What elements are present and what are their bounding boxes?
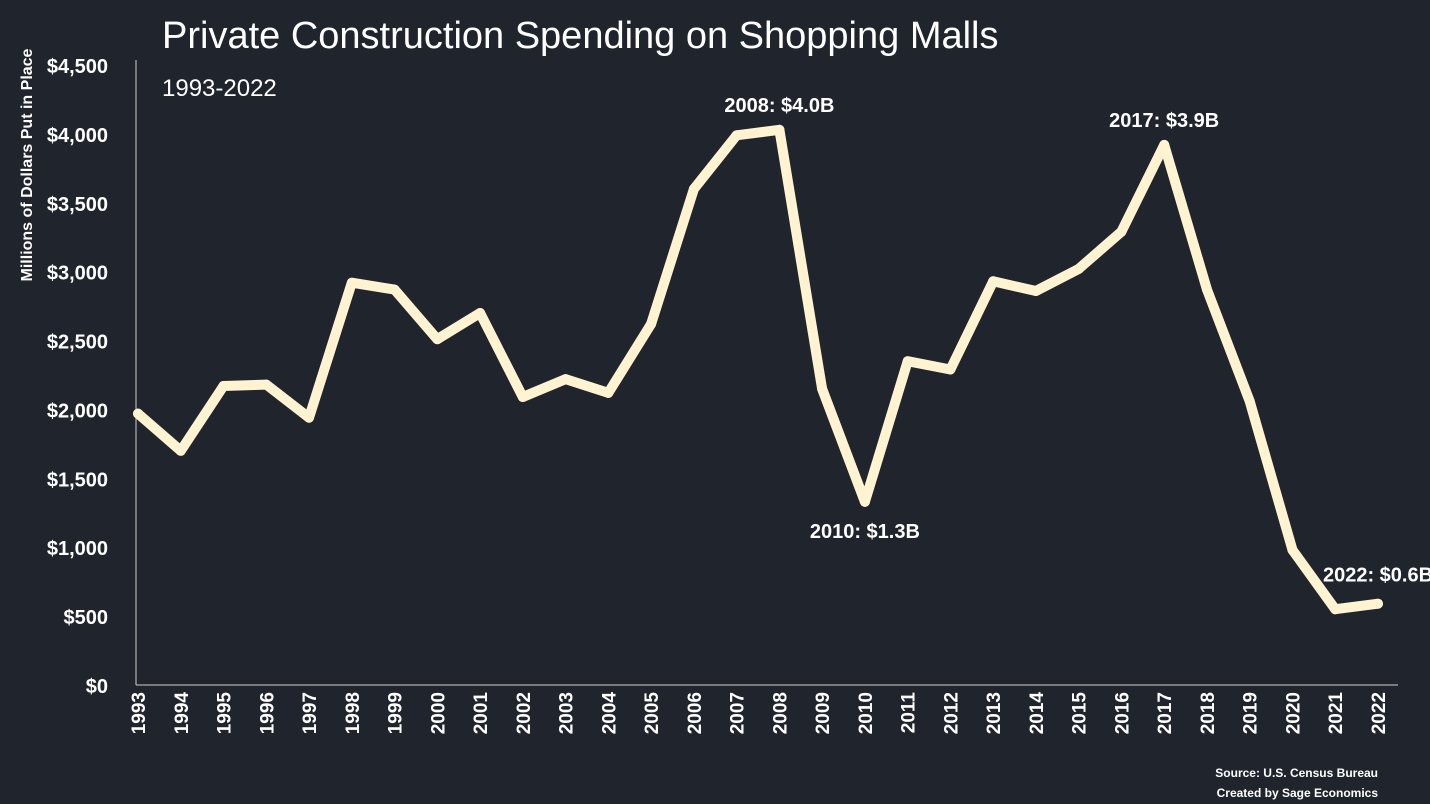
data-point — [902, 356, 913, 367]
x-tick-label: 1999 — [386, 692, 407, 734]
x-tick-label: 2000 — [428, 692, 449, 734]
data-point — [304, 412, 315, 423]
x-tick-label: 2014 — [1027, 692, 1048, 735]
y-tick-label: $4,000 — [47, 125, 108, 147]
x-tick-label: 2022 — [1369, 692, 1390, 734]
y-axis-label: Millions of Dollars Put in Place — [19, 48, 36, 281]
data-point — [261, 379, 272, 390]
y-tick-label: $1,500 — [47, 469, 108, 491]
x-tick-label: 2020 — [1283, 692, 1304, 734]
x-tick-label: 2017 — [1155, 692, 1176, 734]
annotation-label: 2022: $0.6B — [1323, 565, 1430, 587]
data-point — [1201, 284, 1212, 295]
y-tick-label: $2,500 — [47, 332, 108, 354]
x-tick-label: 2004 — [599, 692, 620, 735]
source-line-1: Source: U.S. Census Bureau — [1215, 766, 1378, 780]
data-point — [646, 319, 657, 330]
series-line — [133, 124, 1383, 615]
data-point — [1287, 544, 1298, 555]
x-tick-label: 1995 — [215, 692, 236, 735]
data-point — [1030, 285, 1041, 296]
data-point — [432, 334, 443, 345]
y-tick-label: $1,000 — [47, 538, 108, 560]
data-point — [603, 387, 614, 398]
x-tick-label: 2005 — [642, 692, 663, 735]
data-point — [218, 381, 229, 392]
data-point — [133, 408, 143, 419]
x-tick-label: 2015 — [1070, 692, 1091, 735]
data-point — [731, 130, 742, 141]
x-tick-label: 1996 — [257, 692, 278, 734]
x-tick-label: 2009 — [813, 692, 834, 734]
x-tick-label: 1997 — [300, 692, 321, 734]
data-point — [1373, 598, 1383, 609]
chart-title: Private Construction Spending on Shoppin… — [162, 15, 999, 57]
data-point — [346, 277, 357, 288]
data-point — [475, 308, 486, 318]
y-tick-label: $2,000 — [47, 400, 108, 422]
data-point — [517, 392, 528, 403]
data-point — [175, 445, 186, 456]
x-tick-label: 2010 — [856, 692, 877, 734]
x-tick-label: 2018 — [1198, 692, 1219, 734]
x-tick-label: 2019 — [1241, 692, 1262, 734]
data-point — [1244, 396, 1255, 407]
y-tick-label: $4,500 — [47, 56, 108, 78]
data-point — [988, 276, 999, 287]
data-point — [817, 383, 828, 394]
x-tick-label: 1998 — [343, 692, 364, 734]
y-tick-label: $3,500 — [47, 194, 108, 216]
x-tick-label: 2007 — [728, 692, 749, 734]
y-tick-label: $3,000 — [47, 263, 108, 285]
data-point — [1159, 139, 1170, 150]
data-point — [945, 364, 956, 375]
data-point — [560, 374, 571, 385]
x-tick-label: 2021 — [1326, 692, 1347, 735]
data-point — [1073, 263, 1084, 274]
x-tick-label: 2011 — [899, 692, 920, 734]
annotation-label: 2017: $3.9B — [1109, 110, 1219, 132]
data-point — [688, 184, 699, 194]
y-tick-label: $0 — [86, 676, 108, 698]
data-point — [859, 496, 870, 507]
x-tick-label: 2006 — [685, 692, 706, 734]
x-tick-label: 1993 — [129, 692, 150, 734]
annotation-label: 2010: $1.3B — [810, 521, 920, 543]
data-point — [1330, 604, 1341, 615]
x-tick-label: 2013 — [984, 692, 1005, 734]
x-tick-label: 2001 — [471, 692, 492, 735]
x-tick-label: 2008 — [770, 692, 791, 734]
x-tick-label: 2016 — [1112, 692, 1133, 734]
x-tick-label: 1994 — [172, 692, 193, 735]
data-point — [774, 124, 785, 135]
data-point — [1116, 226, 1127, 237]
source-line-2: Created by Sage Economics — [1217, 786, 1379, 800]
y-tick-label: $500 — [64, 607, 109, 629]
x-tick-label: 2012 — [941, 692, 962, 734]
chart-subtitle: 1993-2022 — [162, 75, 277, 102]
x-tick-label: 2002 — [514, 692, 535, 734]
x-tick-label: 2003 — [557, 692, 578, 734]
data-point — [389, 284, 400, 295]
annotation-label: 2008: $4.0B — [724, 95, 834, 117]
